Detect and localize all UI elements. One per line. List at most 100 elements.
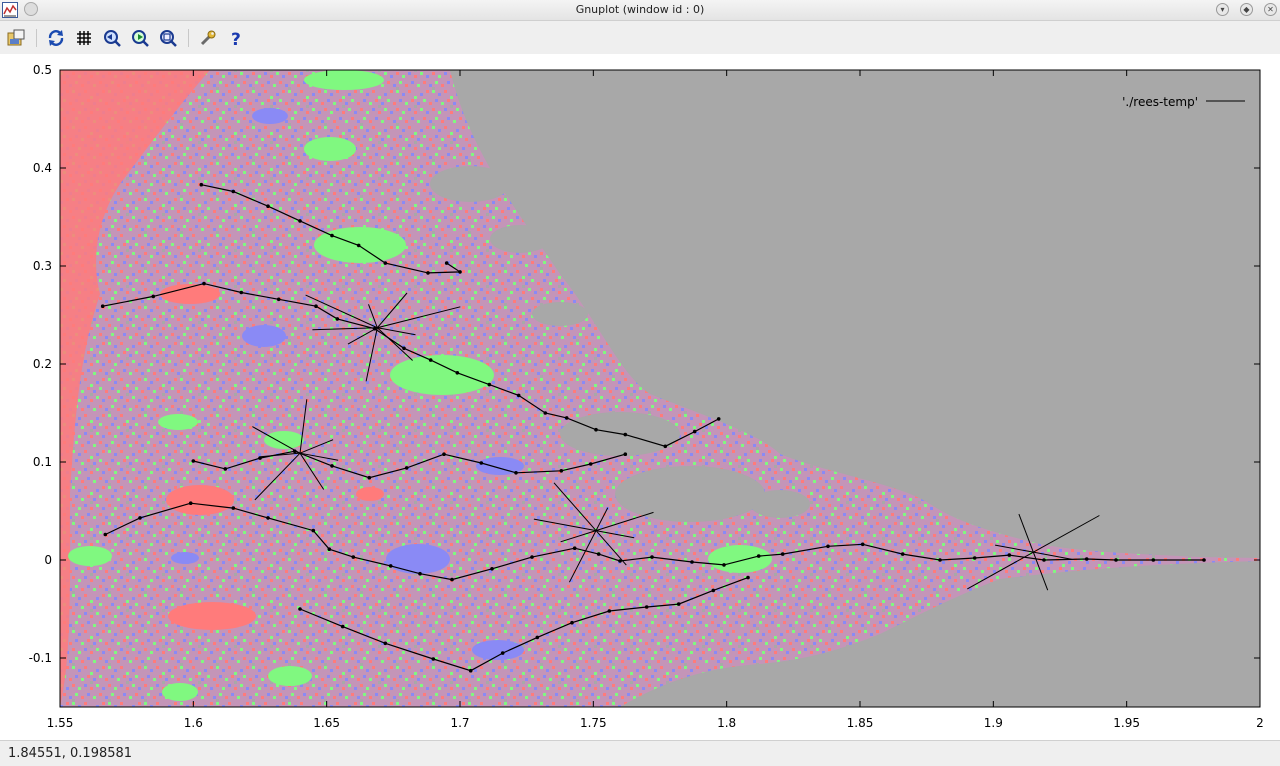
grid-button[interactable] xyxy=(73,27,95,49)
trajectory-spoke xyxy=(299,452,325,490)
background-red-blob xyxy=(160,284,220,304)
trajectory-spoke xyxy=(967,551,1034,590)
trajectory-point xyxy=(100,304,105,308)
trajectory-point xyxy=(618,559,622,563)
trajectory-point xyxy=(458,270,462,274)
x-tick-label: 1.6 xyxy=(184,716,203,730)
trajectory-point xyxy=(383,261,388,265)
trajectory-point xyxy=(514,471,518,475)
zoom-previous-button[interactable] xyxy=(101,27,123,49)
settings-button[interactable] xyxy=(197,27,219,49)
minimize-button[interactable]: ▾ xyxy=(1216,3,1229,16)
background-green-blob xyxy=(268,666,312,686)
background-green-blob xyxy=(390,355,494,395)
trajectory-point xyxy=(644,605,649,609)
trajectory-point xyxy=(663,444,668,449)
trajectory-point xyxy=(722,563,726,567)
zoom-next-button[interactable] xyxy=(129,27,151,49)
trajectory-point xyxy=(1114,558,1118,562)
autoscale-icon xyxy=(160,30,177,47)
trajectory-point xyxy=(1007,553,1012,557)
background-green-blob xyxy=(68,546,112,566)
trajectory-point xyxy=(351,555,356,559)
trajectory-spoke xyxy=(595,530,627,566)
plot-canvas[interactable]: 1.55 1.6 1.65 1.7 1.75 1.8 1.85 1.9 1.95 2 0.5 0.4… xyxy=(0,54,1280,740)
trajectory-point xyxy=(588,462,593,466)
y-tick-label: 0.2 xyxy=(33,357,52,371)
background-green-blob xyxy=(304,70,384,90)
window-menu-button[interactable] xyxy=(24,2,38,16)
trajectory-point xyxy=(1084,557,1089,561)
trajectory-spoke xyxy=(568,530,597,583)
trajectory-spoke xyxy=(595,511,654,532)
trajectory-point xyxy=(450,577,454,582)
window-title: Gnuplot (window id : 0) xyxy=(575,3,705,16)
trajectory-spoke xyxy=(533,518,597,532)
help-button[interactable]: ? xyxy=(225,27,247,49)
trajectory-point xyxy=(938,558,942,562)
trajectory-line xyxy=(201,184,462,274)
trajectory-point xyxy=(231,506,236,510)
trajectory-point xyxy=(676,602,681,606)
autoscale-button[interactable] xyxy=(157,27,179,49)
trajectory-point xyxy=(103,532,108,537)
trajectory-spoke xyxy=(299,399,308,454)
trajectory-point xyxy=(404,466,409,470)
trajectory-point xyxy=(418,571,422,576)
svg-text:?: ? xyxy=(231,30,241,47)
x-tick-label: 1.9 xyxy=(984,716,1003,730)
trajectory-spoke xyxy=(365,327,378,382)
y-tick-label: 0 xyxy=(44,553,52,567)
trajectory-point xyxy=(594,427,598,432)
zoom-previous-icon xyxy=(104,30,121,47)
trajectory-spoke xyxy=(312,327,378,331)
trajectory-point xyxy=(383,641,388,646)
trajectory-point xyxy=(596,552,601,556)
background-green-blob xyxy=(158,414,198,430)
trajectory-point xyxy=(311,528,316,533)
x-tick-label: 1.95 xyxy=(1113,716,1140,730)
trajectory-point xyxy=(298,607,302,611)
plot-area[interactable]: 1.55 1.6 1.65 1.7 1.75 1.8 1.85 1.9 1.95 2 0.5 0.4… xyxy=(0,54,1280,740)
trajectory-point xyxy=(455,371,460,375)
background-gray-lobe xyxy=(490,225,550,253)
trajectory-spoke xyxy=(1033,515,1100,553)
y-tick-label: 0.5 xyxy=(33,63,52,77)
trajectory-point xyxy=(900,552,905,556)
trajectory-point xyxy=(426,271,430,275)
trajectory-point xyxy=(490,567,494,571)
window-titlebar: Gnuplot (window id : 0) ▾ ◆ ✕ xyxy=(0,0,1280,21)
toolbar-separator xyxy=(36,29,37,47)
background-blue-blob xyxy=(242,325,286,347)
maximize-button[interactable]: ◆ xyxy=(1240,3,1253,16)
trajectory-point xyxy=(860,542,865,547)
background-green-blob xyxy=(162,683,198,701)
trajectory-point xyxy=(516,393,521,398)
trajectory-spoke xyxy=(995,544,1034,553)
background-gray-lobe xyxy=(430,166,510,202)
trajectory-spoke xyxy=(377,327,416,336)
trajectory-point xyxy=(151,294,156,299)
trajectory-point xyxy=(711,588,716,593)
replot-button[interactable] xyxy=(45,27,67,49)
trajectory-spoke xyxy=(260,452,301,458)
trajectory-point xyxy=(690,560,694,564)
trajectory-spoke xyxy=(305,294,378,329)
gnuplot-app-icon xyxy=(2,2,18,18)
trajectory-point xyxy=(442,452,446,457)
background-blue-blob xyxy=(252,108,288,124)
x-tick-label: 2 xyxy=(1256,716,1264,730)
trajectory-spoke xyxy=(347,327,378,345)
trajectory-layer xyxy=(100,182,1206,673)
background-red-blob xyxy=(168,602,256,630)
trajectory-point xyxy=(692,429,697,434)
trajectory-point xyxy=(188,501,193,506)
trajectory-point xyxy=(623,432,628,437)
export-button[interactable] xyxy=(5,27,27,49)
trajectory-spoke xyxy=(376,292,408,329)
trajectory-point xyxy=(1202,558,1206,562)
background-blue-blob xyxy=(386,544,450,574)
background-blue-blob xyxy=(476,457,524,475)
trajectory-point xyxy=(746,575,750,580)
close-button[interactable]: ✕ xyxy=(1264,3,1277,16)
